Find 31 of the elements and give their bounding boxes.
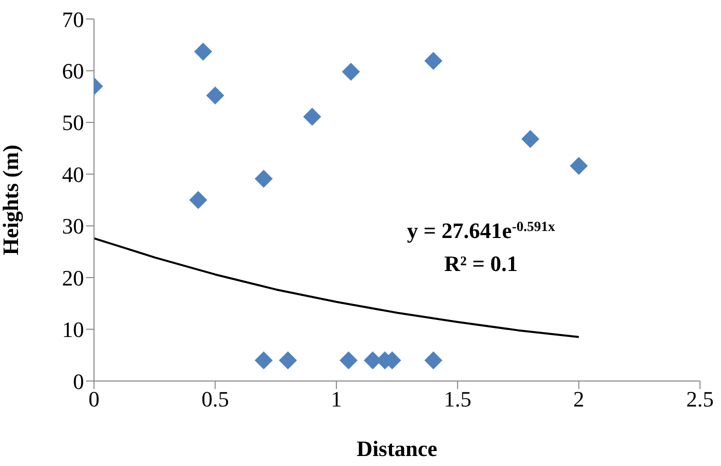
y-tick-label: 50 xyxy=(62,110,84,136)
point xyxy=(340,351,358,370)
point xyxy=(194,42,212,61)
point xyxy=(303,108,322,126)
x-tick-label: 0 xyxy=(88,386,100,412)
y-tick-label: 40 xyxy=(62,162,84,187)
x-axis-title: Distance xyxy=(356,436,438,461)
x-tick-label: 2 xyxy=(573,386,584,412)
point xyxy=(342,62,360,81)
y-tick-label: 70 xyxy=(62,6,84,32)
annotation: R² = 0.1 xyxy=(444,251,518,276)
point xyxy=(278,351,297,370)
point xyxy=(570,156,588,175)
y-tick-label: 10 xyxy=(62,317,84,342)
x-tick-label: 0.5 xyxy=(201,386,229,412)
point xyxy=(254,351,273,370)
point xyxy=(521,130,540,148)
y-tick-label: 30 xyxy=(62,214,84,239)
annotation: y = 27.641e$^{-0.591x}$ xyxy=(407,218,555,243)
x-tick-label: 1 xyxy=(330,386,342,412)
x-tick-label: 1.5 xyxy=(444,386,472,412)
y-axis-title: Heights (m) xyxy=(0,144,23,256)
point xyxy=(189,191,208,209)
y-tick-label: 0 xyxy=(73,368,84,394)
y-tick-label: 60 xyxy=(62,58,84,84)
x-tick-label: 2.5 xyxy=(686,386,714,412)
point xyxy=(254,170,273,188)
point xyxy=(206,86,224,105)
y-tick-label: 20 xyxy=(62,265,84,290)
point xyxy=(424,52,442,70)
point xyxy=(424,351,442,370)
